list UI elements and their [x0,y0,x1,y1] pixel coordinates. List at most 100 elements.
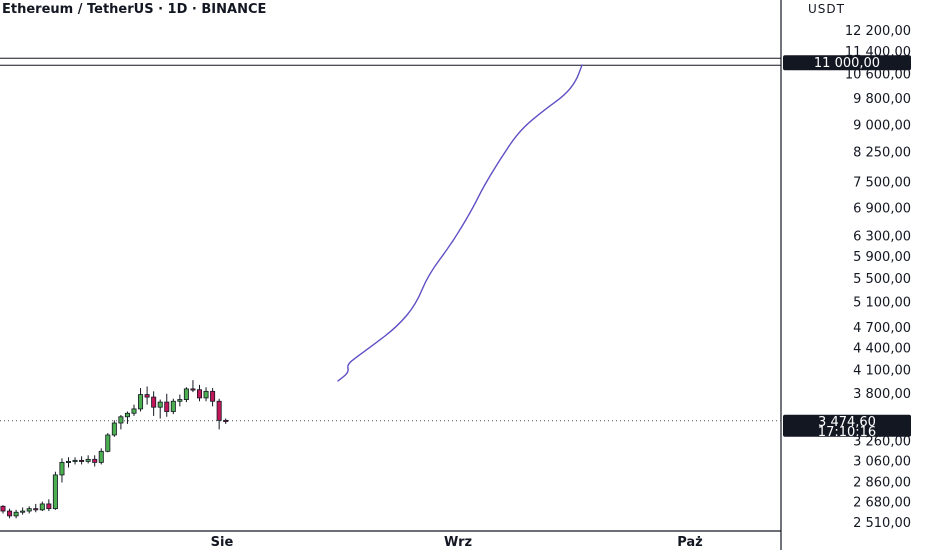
time-tick-paz: Paż [677,535,703,550]
candle-body-down [151,396,157,408]
candle [223,418,229,424]
candle-body-up [183,388,189,400]
time-tick-sie: Sie [211,535,234,550]
candle [72,457,78,465]
projection-line[interactable] [337,64,583,382]
candle [216,398,222,430]
candle-body-down [79,459,85,462]
candle [190,380,196,393]
candle [26,506,32,514]
candle [79,456,85,465]
candle-body-down [196,389,202,399]
candle-body-up [20,510,26,513]
candle-body-up [157,401,163,408]
candle-body-down [210,390,216,402]
candle [144,386,150,405]
candle [111,420,117,437]
candle-body-up [105,434,111,452]
candle-body-up [72,459,78,462]
candle-body-up [124,412,130,418]
candle-body-down [46,503,52,510]
candle [170,398,176,415]
chart-title: Ethereum / TetherUS · 1D · BINANCE [2,2,266,17]
candle-body-up [59,461,65,476]
candle-body-down [92,458,98,463]
candle [151,391,157,416]
projection-drawing[interactable] [337,64,583,382]
candle [183,387,189,403]
price-tick-label: 3 800,00 [853,387,911,402]
candle [118,415,124,430]
price-tick-label: 8 250,00 [853,146,911,161]
price-tick-label: 9 800,00 [853,92,911,107]
price-tick-label: 4 400,00 [853,341,911,356]
candle-body-down [216,400,222,421]
candle [13,509,19,519]
candle [124,411,130,424]
candle [66,457,72,468]
candle-body-up [52,474,58,510]
candle-body-up [85,458,91,462]
candle-body-up [138,394,144,410]
price-tick-label: 7 500,00 [853,175,911,190]
candle [138,388,144,412]
candle [157,399,163,419]
last-price-tag: 3 474,60 17:10:16 [783,414,911,440]
price-tick-label: 4 100,00 [853,363,911,378]
candle-body-down [144,394,150,398]
candle-body-up [131,408,137,414]
candle [85,455,91,464]
price-tick-label: 5 500,00 [853,272,911,287]
candle-body-down [190,388,196,391]
candle-body-down [0,505,6,512]
horizontal-level-line[interactable] [0,57,781,66]
price-tick-label: 3 260,00 [853,435,911,450]
candle [164,393,170,417]
candle [210,388,216,407]
price-tick-label: 2 510,00 [853,516,911,531]
price-tick-label: 5 100,00 [853,295,911,310]
price-tick-label: 2 680,00 [853,496,911,511]
candle-body-down [223,419,229,422]
bar-countdown: 17:10:16 [818,425,876,440]
price-tick-label: 4 700,00 [853,321,911,336]
candle [0,505,6,514]
candle-body-up [26,508,32,512]
candle-body-up [203,390,209,399]
price-tick-label: 6 300,00 [853,230,911,245]
candle [52,471,58,510]
price-tick-label: 6 900,00 [853,201,911,216]
candle-body-down [164,401,170,412]
candle-body-down [7,510,13,517]
price-tick-label: 2 860,00 [853,475,911,490]
candle [39,501,45,512]
candle [98,448,104,465]
candle-body-up [177,399,183,402]
price-tick-label: 5 900,00 [853,250,911,265]
level-price-label: 11 000,00 [814,56,880,71]
price-tick-label: 10 600,00 [845,68,911,83]
last-price-value: 3 474,60 [818,415,876,430]
candle-body-up [98,450,104,463]
level-price-tag: 11 000,00 [783,55,911,71]
candle [196,384,202,402]
candle [203,387,209,402]
candle [46,499,52,512]
candle [7,508,13,519]
time-tick-wrz: Wrz [444,535,472,550]
candle [177,394,183,407]
candle [105,433,111,453]
candlestick-series [0,380,229,519]
candle [59,458,65,483]
candle-body-up [118,416,124,424]
candle [20,507,26,515]
time-axis[interactable]: Sie Wrz Paż [211,535,703,550]
candle-body-up [39,503,45,511]
price-axis-unit: USDT [808,2,845,16]
candle [131,404,137,416]
candle [33,503,39,513]
price-tick-label: 9 000,00 [853,119,911,134]
candle-body-up [13,511,19,517]
